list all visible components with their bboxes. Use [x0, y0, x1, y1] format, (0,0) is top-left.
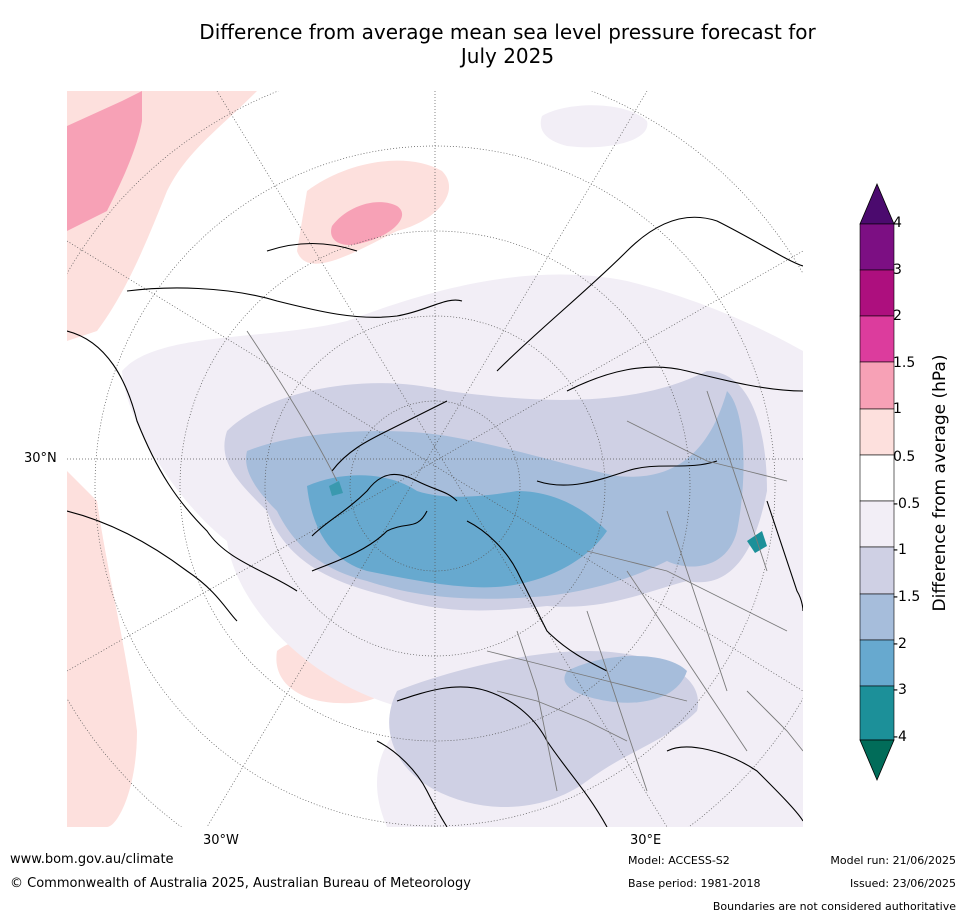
colorbar-extend-bottom: [859, 739, 895, 782]
anomaly-region-positive-west-edge: [67, 471, 137, 827]
map-panel: [67, 91, 803, 827]
colorbar-label-neg1-5: -1.5: [893, 589, 921, 605]
colorbar-band-1-5-2: [859, 315, 895, 363]
colorbar-label-3: 3: [893, 262, 902, 278]
coastlines: [67, 216, 803, 827]
colorbar-label-4: 4: [893, 215, 902, 231]
map-title: Difference from average mean sea level p…: [100, 20, 915, 68]
anomaly-region-positive-strong-atlantic: [331, 202, 403, 246]
colorbar-band-neg0-5-1: [859, 500, 895, 548]
title-line-1: Difference from average mean sea level p…: [199, 20, 816, 44]
colorbar-band-3-4: [859, 223, 895, 271]
colorbar-band-neutral: [859, 454, 895, 502]
footer-model-run: Model run: 21/06/2025: [830, 854, 956, 867]
colorbar-band-2-3: [859, 269, 895, 317]
colorbar-band-1-1-5: [859, 361, 895, 410]
colorbar-label-neg3: -3: [893, 682, 907, 698]
colorbar-title: Difference from average (hPa): [930, 354, 950, 612]
lon-label-30e: 30°E: [630, 833, 662, 848]
colorbar-band-neg1-5-2: [859, 593, 895, 641]
colorbar-label-2: 2: [893, 308, 902, 324]
country-borders: [246, 330, 803, 792]
footer-website[interactable]: www.bom.gov.au/climate: [10, 852, 174, 867]
title-line-2: July 2025: [460, 44, 555, 68]
anomaly-region-negative-2: [307, 475, 607, 588]
map-canvas: [67, 91, 803, 827]
colorbar-label-neg1: -1: [893, 542, 907, 558]
anomaly-region-negative-3-b: [329, 481, 343, 496]
colorbar-label-1: 1: [893, 401, 902, 417]
colorbar-band-0-5-1: [859, 408, 895, 456]
colorbar-band-neg1-1-5: [859, 546, 895, 595]
footer-model: Model: ACCESS-S2: [628, 854, 730, 867]
colorbar-label-neg0-5: -0.5: [893, 496, 921, 512]
colorbar-label-1-5: 1.5: [893, 355, 916, 371]
colorbar-band-neg3-4: [859, 685, 895, 741]
footer-base-period: Base period: 1981-2018: [628, 877, 761, 890]
anomaly-region-negative-1-5-south: [564, 656, 687, 703]
graticule: [67, 91, 803, 827]
footer-disclaimer: Boundaries are not considered authoritat…: [712, 900, 956, 913]
colorbar-label-neg4: -4: [893, 729, 907, 745]
colorbar-band-neg2-3: [859, 639, 895, 687]
lon-label-30w: 30°W: [203, 833, 239, 848]
footer-issued: Issued: 23/06/2025: [849, 877, 956, 890]
colorbar-label-0-5: 0.5: [893, 449, 916, 465]
footer-copyright: © Commonwealth of Australia 2025, Austra…: [10, 876, 471, 891]
colorbar: [859, 182, 895, 782]
colorbar-extend-top: [859, 182, 895, 225]
lat-label-30n: 30°N: [24, 451, 57, 466]
anomaly-region-negative-weak-ne: [540, 105, 648, 148]
anomaly-region-positive-strong-nw: [67, 91, 142, 231]
colorbar-label-neg2: -2: [893, 636, 907, 652]
